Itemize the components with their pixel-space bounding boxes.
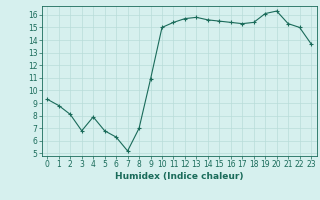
X-axis label: Humidex (Indice chaleur): Humidex (Indice chaleur) [115,172,244,181]
